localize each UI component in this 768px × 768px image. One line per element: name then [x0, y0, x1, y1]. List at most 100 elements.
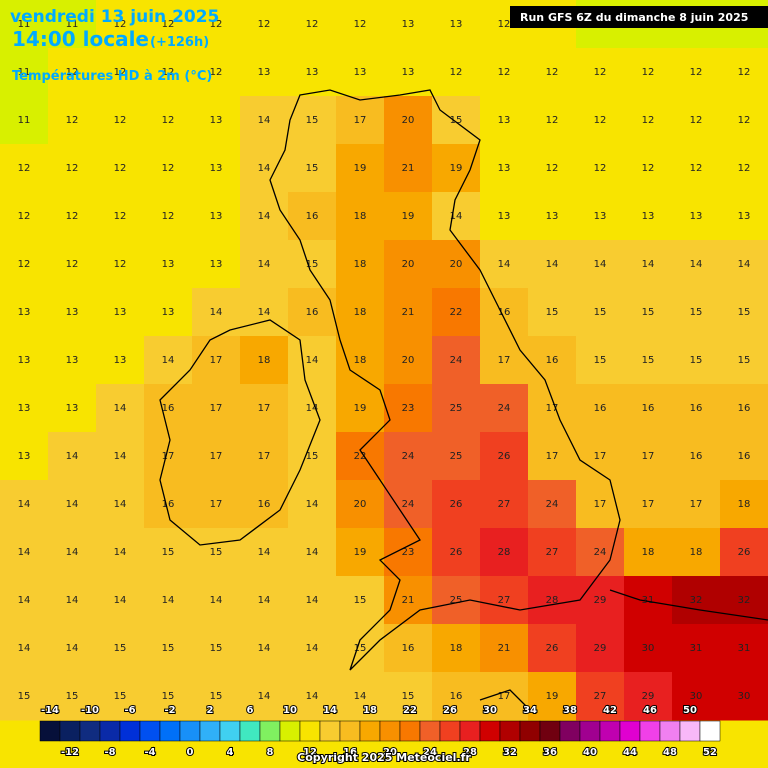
- grid-cell: [336, 432, 385, 481]
- grid-value: 16: [546, 355, 559, 366]
- grid-cell: [432, 0, 481, 49]
- grid-value: 18: [354, 211, 367, 222]
- grid-cell: [624, 144, 673, 193]
- grid-value: 19: [354, 163, 367, 174]
- grid-cell: [96, 48, 145, 97]
- grid-cell: [576, 48, 625, 97]
- grid-cell: [96, 288, 145, 337]
- grid-value: 14: [66, 547, 79, 558]
- grid-cell: [672, 96, 721, 145]
- grid-cell: [384, 624, 433, 673]
- grid-value: 14: [306, 403, 319, 414]
- grid-cell: [48, 192, 97, 241]
- grid-value: 12: [594, 163, 607, 174]
- grid-cell: [288, 672, 337, 721]
- grid-cell: [432, 144, 481, 193]
- grid-value: 13: [402, 19, 415, 30]
- grid-cell: [336, 96, 385, 145]
- legend-swatch: [79, 720, 101, 742]
- grid-value: 16: [642, 403, 655, 414]
- grid-value: 26: [450, 547, 463, 558]
- grid-cell: [144, 528, 193, 577]
- grid-cell: [720, 48, 768, 97]
- grid-cell: [480, 528, 529, 577]
- grid-value: 20: [402, 115, 415, 126]
- grid-value: 16: [402, 643, 415, 654]
- grid-value: 12: [642, 115, 655, 126]
- grid-cell: [624, 576, 673, 625]
- grid-value: 14: [306, 643, 319, 654]
- grid-value: 28: [498, 547, 511, 558]
- legend-swatch: [259, 720, 281, 742]
- grid-value: 15: [354, 595, 367, 606]
- grid-cell: [96, 528, 145, 577]
- grid-cell: [288, 0, 337, 49]
- grid-cell: [672, 528, 721, 577]
- grid-value: 17: [210, 403, 223, 414]
- grid-value: 13: [642, 211, 655, 222]
- grid-cell: [48, 432, 97, 481]
- grid-value: 16: [690, 403, 703, 414]
- grid-cell: [576, 240, 625, 289]
- grid-cell: [432, 528, 481, 577]
- grid-value: 13: [594, 211, 607, 222]
- grid-value: 14: [66, 499, 79, 510]
- grid-value: 11: [18, 115, 31, 126]
- grid-value: 14: [354, 691, 367, 702]
- grid-value: 17: [690, 499, 703, 510]
- grid-value: 14: [258, 547, 271, 558]
- grid-cell: [0, 240, 49, 289]
- grid-value: 26: [498, 451, 511, 462]
- legend-swatch: [199, 720, 221, 742]
- legend-label: 20: [383, 747, 397, 758]
- legend-label: 22: [403, 705, 417, 716]
- grid-value: 24: [402, 451, 415, 462]
- grid-value: 14: [258, 307, 271, 318]
- grid-cell: [624, 48, 673, 97]
- grid-cell: [672, 48, 721, 97]
- grid-value: 31: [690, 643, 703, 654]
- grid-value: 27: [594, 691, 607, 702]
- grid-cell: [96, 96, 145, 145]
- grid-value: 14: [114, 451, 127, 462]
- grid-cell: [96, 144, 145, 193]
- grid-value: 12: [162, 163, 175, 174]
- grid-cell: [480, 672, 529, 721]
- grid-value: 32: [690, 595, 703, 606]
- grid-cell: [384, 288, 433, 337]
- grid-cell: [720, 672, 768, 721]
- grid-cell: [528, 384, 577, 433]
- grid-value: 17: [210, 355, 223, 366]
- legend-swatch: [379, 720, 401, 742]
- grid-cell: [48, 384, 97, 433]
- grid-value: 12: [114, 115, 127, 126]
- grid-cell: [384, 480, 433, 529]
- legend-label: 0: [187, 747, 194, 758]
- grid-cell: [96, 240, 145, 289]
- grid-value: 13: [210, 115, 223, 126]
- grid-cell: [720, 240, 768, 289]
- grid-cell: [384, 528, 433, 577]
- grid-cell: [336, 624, 385, 673]
- grid-value: 15: [738, 307, 751, 318]
- grid-value: 12: [210, 19, 223, 30]
- grid-cell: [480, 96, 529, 145]
- grid-value: 13: [114, 307, 127, 318]
- grid-cell: [384, 384, 433, 433]
- grid-value: 13: [18, 307, 31, 318]
- legend-label: -4: [144, 747, 155, 758]
- grid-cell: [480, 240, 529, 289]
- grid-cell: [192, 336, 241, 385]
- grid-cell: [192, 240, 241, 289]
- legend-swatch: [219, 720, 241, 742]
- grid-cell: [288, 336, 337, 385]
- legend-label: -2: [164, 705, 175, 716]
- grid-value: 24: [402, 499, 415, 510]
- grid-cell: [336, 576, 385, 625]
- grid-value: 21: [402, 307, 415, 318]
- grid-value: 16: [162, 403, 175, 414]
- grid-cell: [96, 432, 145, 481]
- grid-value: 14: [258, 691, 271, 702]
- grid-value: 16: [594, 403, 607, 414]
- grid-value: 25: [450, 595, 463, 606]
